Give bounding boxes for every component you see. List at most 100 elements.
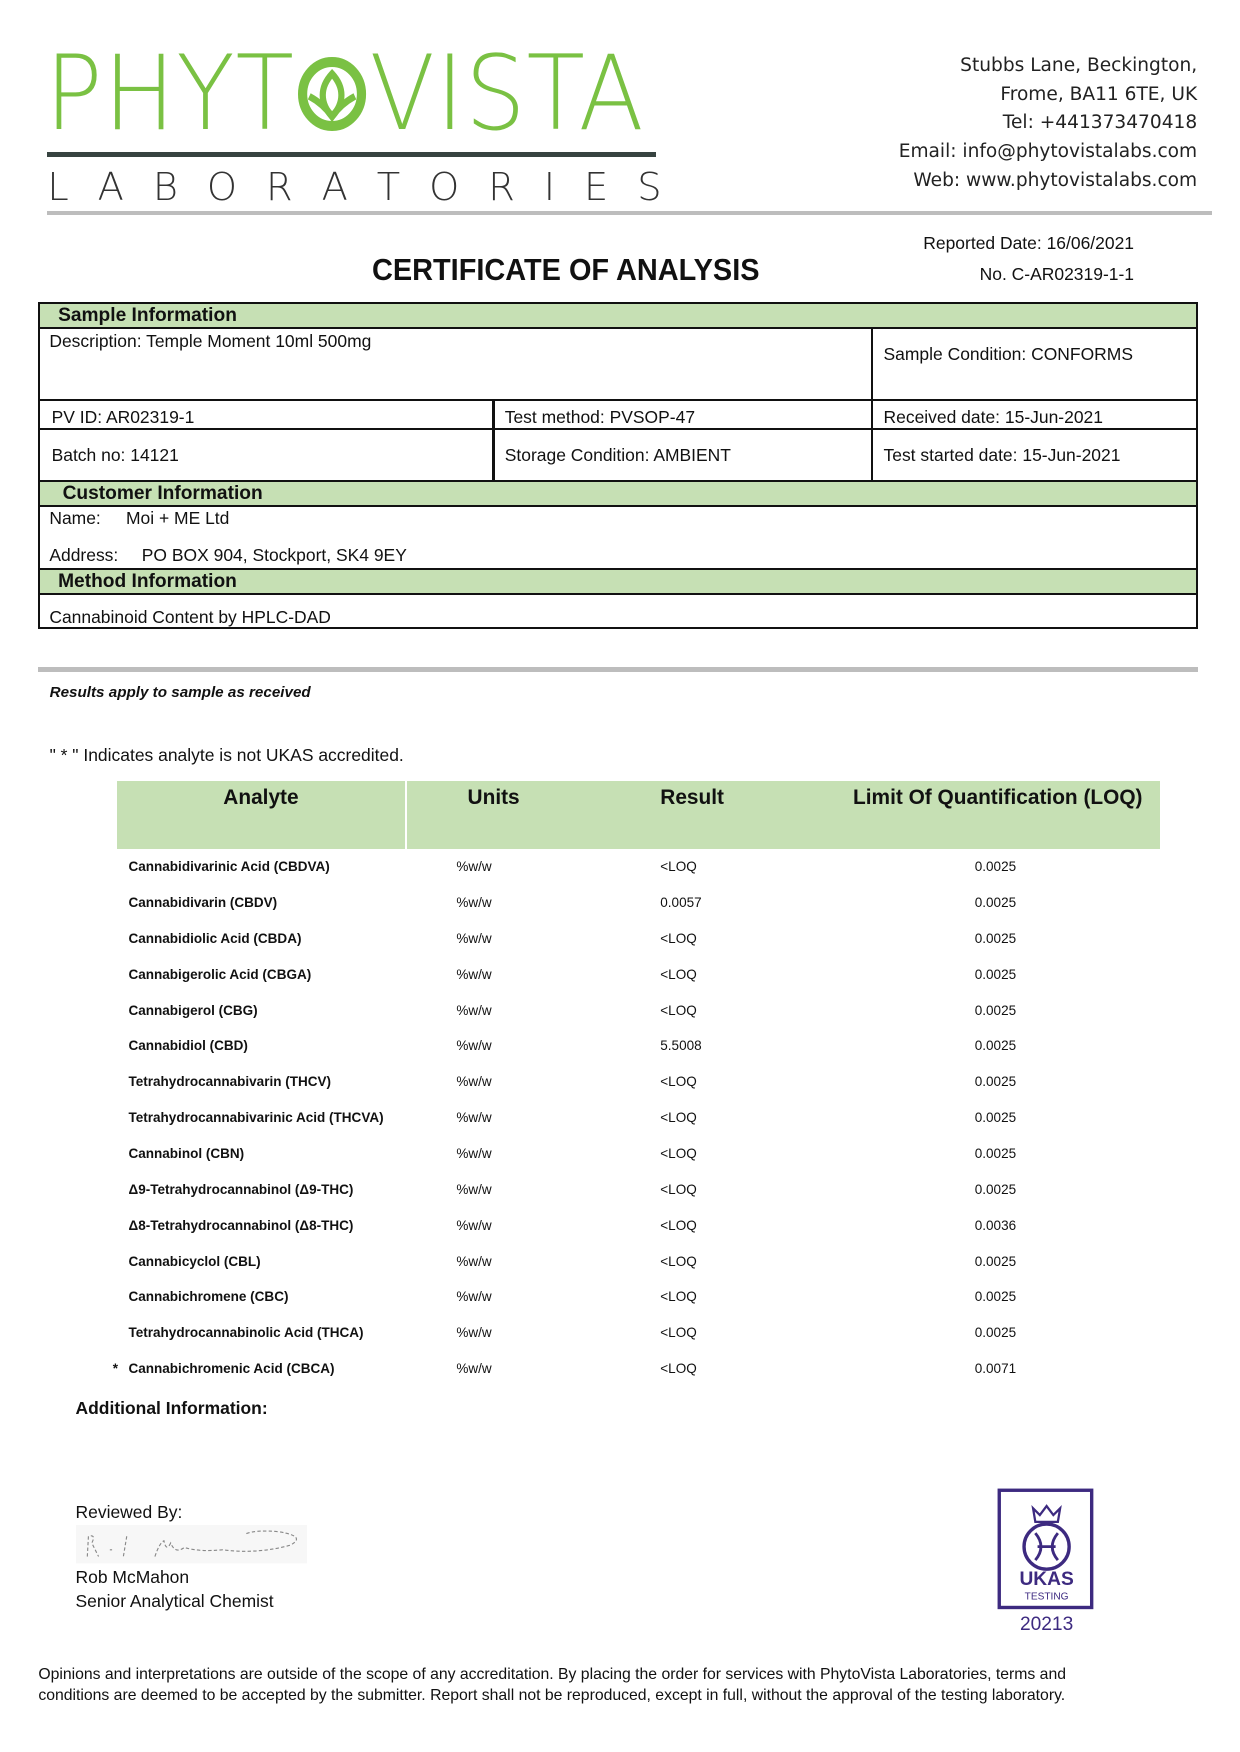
result-cell: <LOQ (660, 966, 697, 982)
batch-number: Batch no: 14121 (51, 445, 179, 465)
reviewer-block: Reviewed By: Rob McMahon Senior Analytic… (76, 1500, 274, 1614)
analyte-cell: Cannabigerolic Acid (CBGA) (117, 956, 405, 992)
units-cell: %w/w (456, 930, 492, 946)
pv-id: PV ID: AR02319-1 (51, 406, 195, 427)
logo-letter: I (543, 164, 556, 210)
units-cell: %w/w (456, 859, 492, 875)
table-row: Cannabinol (CBN) %w/w <LOQ 0.0025 (117, 1136, 1160, 1172)
loq-cell: 0.0025 (974, 1002, 1017, 1018)
table-row: Cannabichromene (CBC) %w/w <LOQ 0.0025 (117, 1279, 1160, 1315)
header-result: Result (626, 781, 831, 849)
logo-letter: R (265, 164, 293, 210)
units-cell: %w/w (456, 1110, 492, 1126)
result-cell: <LOQ (660, 930, 697, 946)
table-row: Cannabigerol (CBG) %w/w <LOQ 0.0025 (117, 992, 1160, 1028)
header-analyte: Analyte (117, 781, 407, 849)
header-units: Units (405, 781, 627, 849)
info-box: Sample Information Description: Temple M… (38, 301, 1199, 629)
loq-cell: 0.0036 (974, 1217, 1017, 1233)
analyte-name: Cannabigerolic Acid (CBGA) (128, 966, 312, 982)
loq-cell: 0.0071 (974, 1361, 1017, 1377)
test-method: Test method: PVSOP-47 (504, 406, 696, 427)
logo-letter: L (47, 164, 69, 210)
loq-cell: 0.0025 (974, 1074, 1017, 1090)
reviewer-role: Senior Analytical Chemist (75, 1591, 274, 1612)
analyte-name: Cannabinol (CBN) (128, 1145, 245, 1161)
logo-letter: O (429, 164, 460, 210)
result-cell: <LOQ (660, 1145, 697, 1161)
loq-cell: 0.0025 (974, 859, 1017, 875)
loq-cell: 0.0025 (974, 1253, 1017, 1269)
logo-letter: E (584, 164, 609, 210)
ukas-sub: TESTING (1024, 1592, 1068, 1603)
loq-cell: 0.0025 (974, 966, 1017, 982)
ukas-number: 20213 (1019, 1614, 1072, 1635)
results-note: Results apply to sample as received (49, 684, 311, 702)
units-cell: %w/w (456, 1181, 492, 1197)
result-cell: <LOQ (660, 1181, 697, 1197)
table-row: Δ9-Tetrahydrocannabinol (Δ9-THC) %w/w <L… (117, 1171, 1160, 1207)
method-text: Cannabinoid Content by HPLC-DAD (49, 607, 331, 628)
logo-letter: A (321, 164, 348, 210)
header-divider (47, 210, 1212, 216)
units-cell: %w/w (456, 1145, 492, 1161)
ukas-text: UKAS (1019, 1569, 1074, 1590)
loq-cell: 0.0025 (974, 930, 1017, 946)
table-row: Δ8-Tetrahydrocannabinol (Δ8-THC) %w/w <L… (117, 1207, 1160, 1243)
logo-letter: B (152, 164, 178, 210)
analyte-name: Cannabichromenic Acid (CBCA) (128, 1361, 335, 1377)
leaf-icon (307, 68, 357, 121)
table-row: Tetrahydrocannabinolic Acid (THCA) %w/w … (117, 1315, 1160, 1351)
analyte-name: Tetrahydrocannabivarinic Acid (THCVA) (128, 1110, 384, 1126)
reviewer-name: Rob McMahon (75, 1566, 190, 1587)
result-cell: <LOQ (660, 859, 697, 875)
analyte-cell: * Cannabichromenic Acid (CBCA) (113, 1351, 405, 1387)
analyte-cell: Cannabigerol (CBG) (117, 992, 405, 1028)
analyte-cell: Cannabidivarinic Acid (CBDVA) (117, 849, 405, 885)
table-row: Cannabidivarinic Acid (CBDVA) %w/w <LOQ … (117, 849, 1160, 885)
table-row: Tetrahydrocannabivarin (THCV) %w/w <LOQ … (117, 1064, 1160, 1100)
loq-cell: 0.0025 (974, 1145, 1017, 1161)
table-row: Cannabigerolic Acid (CBGA) %w/w <LOQ 0.0… (117, 956, 1160, 992)
analyte-name: Cannabigerol (CBG) (128, 1002, 258, 1018)
analyte-cell: Δ9-Tetrahydrocannabinol (Δ9-THC) (117, 1171, 405, 1207)
loq-cell: 0.0025 (974, 895, 1017, 911)
page-title: CERTIFICATE OF ANALYSIS (371, 252, 760, 287)
analyte-name: Tetrahydrocannabivarin (THCV) (128, 1074, 332, 1090)
test-started-date: Test started date: 15-Jun-2021 (883, 445, 1121, 465)
loq-cell: 0.0025 (974, 1038, 1017, 1054)
result-cell: <LOQ (660, 1074, 697, 1090)
units-cell: %w/w (456, 1038, 492, 1054)
contact-block: Stubbs Lane, Beckington, Frome, BA11 6TE… (899, 52, 1197, 196)
units-cell: %w/w (456, 1289, 492, 1305)
result-cell: <LOQ (660, 1361, 697, 1377)
result-cell: <LOQ (660, 1110, 697, 1126)
section-divider (38, 667, 1199, 672)
analyte-cell: Tetrahydrocannabinolic Acid (THCA) (117, 1315, 405, 1351)
analyte-cell: Cannabicyclol (CBL) (117, 1243, 405, 1279)
analyte-cell: Tetrahydrocannabivarinic Acid (THCVA) (117, 1100, 405, 1136)
table-row: Cannabidivarin (CBDV) %w/w 0.0057 0.0025 (117, 885, 1160, 921)
result-cell: <LOQ (660, 1325, 697, 1341)
table-row: * Cannabichromenic Acid (CBCA) %w/w <LOQ … (113, 1351, 1160, 1387)
units-cell: %w/w (456, 895, 492, 911)
logo-letter: T (376, 164, 401, 210)
units-cell: %w/w (456, 1325, 492, 1341)
result-cell: <LOQ (660, 1217, 697, 1233)
ukas-note: " * " Indicates analyte is not UKAS accr… (49, 745, 404, 766)
table-row: Cannabidiol (CBD) %w/w 5.5008 0.0025 (117, 1028, 1160, 1064)
method-info-heading: Method Information (38, 567, 1199, 595)
analyte-name: Cannabicyclol (CBL) (128, 1253, 261, 1269)
result-cell: <LOQ (660, 1002, 697, 1018)
units-cell: %w/w (456, 966, 492, 982)
units-cell: %w/w (456, 1074, 492, 1090)
analyte-cell: Tetrahydrocannabivarin (THCV) (117, 1064, 405, 1100)
logo-wordmark: PHYT VISTA (45, 33, 645, 154)
analyte-name: Δ8-Tetrahydrocannabinol (Δ8-THC) (128, 1217, 354, 1233)
website: Web: www.phytovistalabs.com (913, 169, 1198, 191)
logo-letter: R (488, 164, 515, 210)
analyte-name: Cannabidiol (CBD) (128, 1038, 248, 1054)
table-row: Cannabicyclol (CBL) %w/w <LOQ 0.0025 (117, 1243, 1160, 1279)
analyte-cell: Cannabidivarin (CBDV) (117, 885, 405, 921)
